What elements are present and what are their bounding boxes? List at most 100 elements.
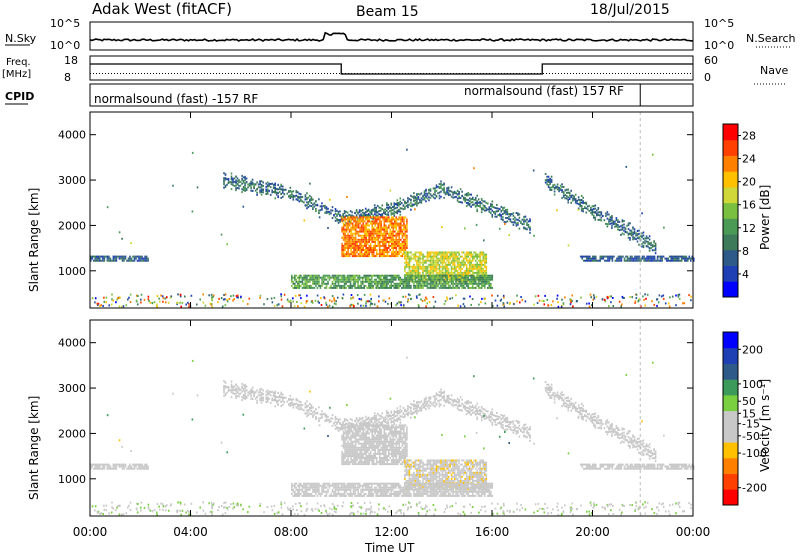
power-cell — [505, 209, 507, 212]
power-cell — [400, 242, 402, 245]
power-cell — [272, 186, 275, 189]
power-cell — [610, 257, 612, 260]
power-cell — [351, 222, 354, 225]
power-cell — [444, 274, 447, 277]
power-cell — [269, 193, 272, 196]
power-cell — [325, 282, 328, 285]
power-cell — [334, 278, 337, 281]
power-cell — [347, 244, 349, 247]
power-cell — [527, 223, 530, 226]
power-cell — [640, 257, 642, 260]
power-cell — [396, 202, 399, 204]
power-cell — [306, 197, 308, 200]
power-cell — [223, 177, 225, 180]
power-cell — [342, 219, 344, 222]
power-cell — [446, 265, 448, 268]
power-cell — [488, 278, 491, 281]
power-cell — [400, 247, 402, 249]
power-cell — [185, 303, 187, 306]
power-cell — [318, 278, 320, 281]
power-cell — [498, 227, 501, 230]
power-cell — [476, 282, 478, 285]
power-cell — [471, 284, 474, 287]
power-cell — [441, 261, 444, 264]
power-cell — [112, 255, 115, 258]
power-cell — [547, 179, 550, 182]
power-cell — [435, 261, 438, 264]
power-cell — [315, 280, 317, 283]
power-cell — [479, 280, 481, 283]
velocity-cell — [265, 390, 267, 393]
power-cell — [318, 274, 320, 277]
velocity-cell — [274, 390, 276, 393]
velocity-cell — [503, 414, 506, 417]
power-cell — [587, 255, 590, 258]
velocity-cell — [345, 418, 347, 421]
power-cell — [432, 251, 435, 254]
power-cell — [184, 295, 186, 298]
velocity-cell — [386, 421, 388, 424]
velocity-cell — [289, 394, 292, 397]
power-cell — [462, 278, 465, 281]
power-cell — [607, 296, 609, 299]
power-cell — [387, 278, 390, 281]
power-cell — [611, 216, 613, 219]
power-cell — [259, 186, 261, 189]
power-cell — [479, 205, 481, 208]
power-cell — [490, 278, 492, 281]
velocity-cell — [262, 389, 264, 392]
power-cell — [450, 251, 453, 254]
power-cell — [371, 253, 373, 256]
power-cell — [432, 296, 435, 298]
power-cell — [398, 278, 400, 281]
power-cell — [398, 253, 401, 256]
velocity-cell — [260, 401, 263, 404]
velocity-cell — [467, 411, 469, 414]
power-cell — [623, 259, 626, 262]
power-cell — [369, 220, 372, 223]
power-cell — [404, 282, 406, 285]
power-cell — [425, 278, 427, 281]
power-cell — [282, 195, 284, 198]
power-cell — [353, 238, 355, 241]
power-cell — [456, 284, 459, 287]
power-cell — [450, 280, 453, 283]
velocity-cell — [414, 410, 417, 413]
power-cell — [456, 282, 459, 285]
power-cell — [406, 255, 408, 258]
power-cell — [474, 197, 477, 199]
power-cell — [369, 282, 371, 285]
power-cell — [392, 230, 395, 233]
velocity-cell — [506, 416, 509, 419]
power-cell — [353, 244, 355, 247]
power-cell — [370, 213, 373, 215]
velocity-cell — [251, 386, 254, 389]
power-cell — [479, 201, 481, 203]
power-cell — [250, 186, 252, 189]
power-cell — [447, 267, 450, 270]
power-cell — [557, 301, 559, 304]
velocity-cell — [282, 393, 284, 396]
velocity-cell — [467, 400, 469, 402]
power-cell — [464, 227, 466, 230]
power-cell — [449, 255, 451, 258]
power-cell — [365, 222, 367, 225]
power-cell — [580, 296, 582, 299]
power-cell — [285, 188, 287, 191]
power-cell — [443, 280, 445, 283]
power-cell — [667, 259, 669, 262]
power-cell — [441, 257, 444, 260]
power-cell — [388, 251, 390, 254]
power-cell — [654, 242, 657, 245]
power-cell — [344, 247, 346, 249]
power-cell — [365, 224, 367, 227]
power-cell — [431, 284, 433, 287]
velocity-cell — [491, 417, 494, 420]
power-cell — [288, 190, 290, 193]
power-cell — [136, 259, 139, 262]
power-cell — [376, 305, 379, 308]
power-cell — [544, 179, 547, 182]
power-cell — [547, 180, 550, 183]
power-cell — [351, 274, 353, 277]
power-cell — [395, 232, 398, 235]
